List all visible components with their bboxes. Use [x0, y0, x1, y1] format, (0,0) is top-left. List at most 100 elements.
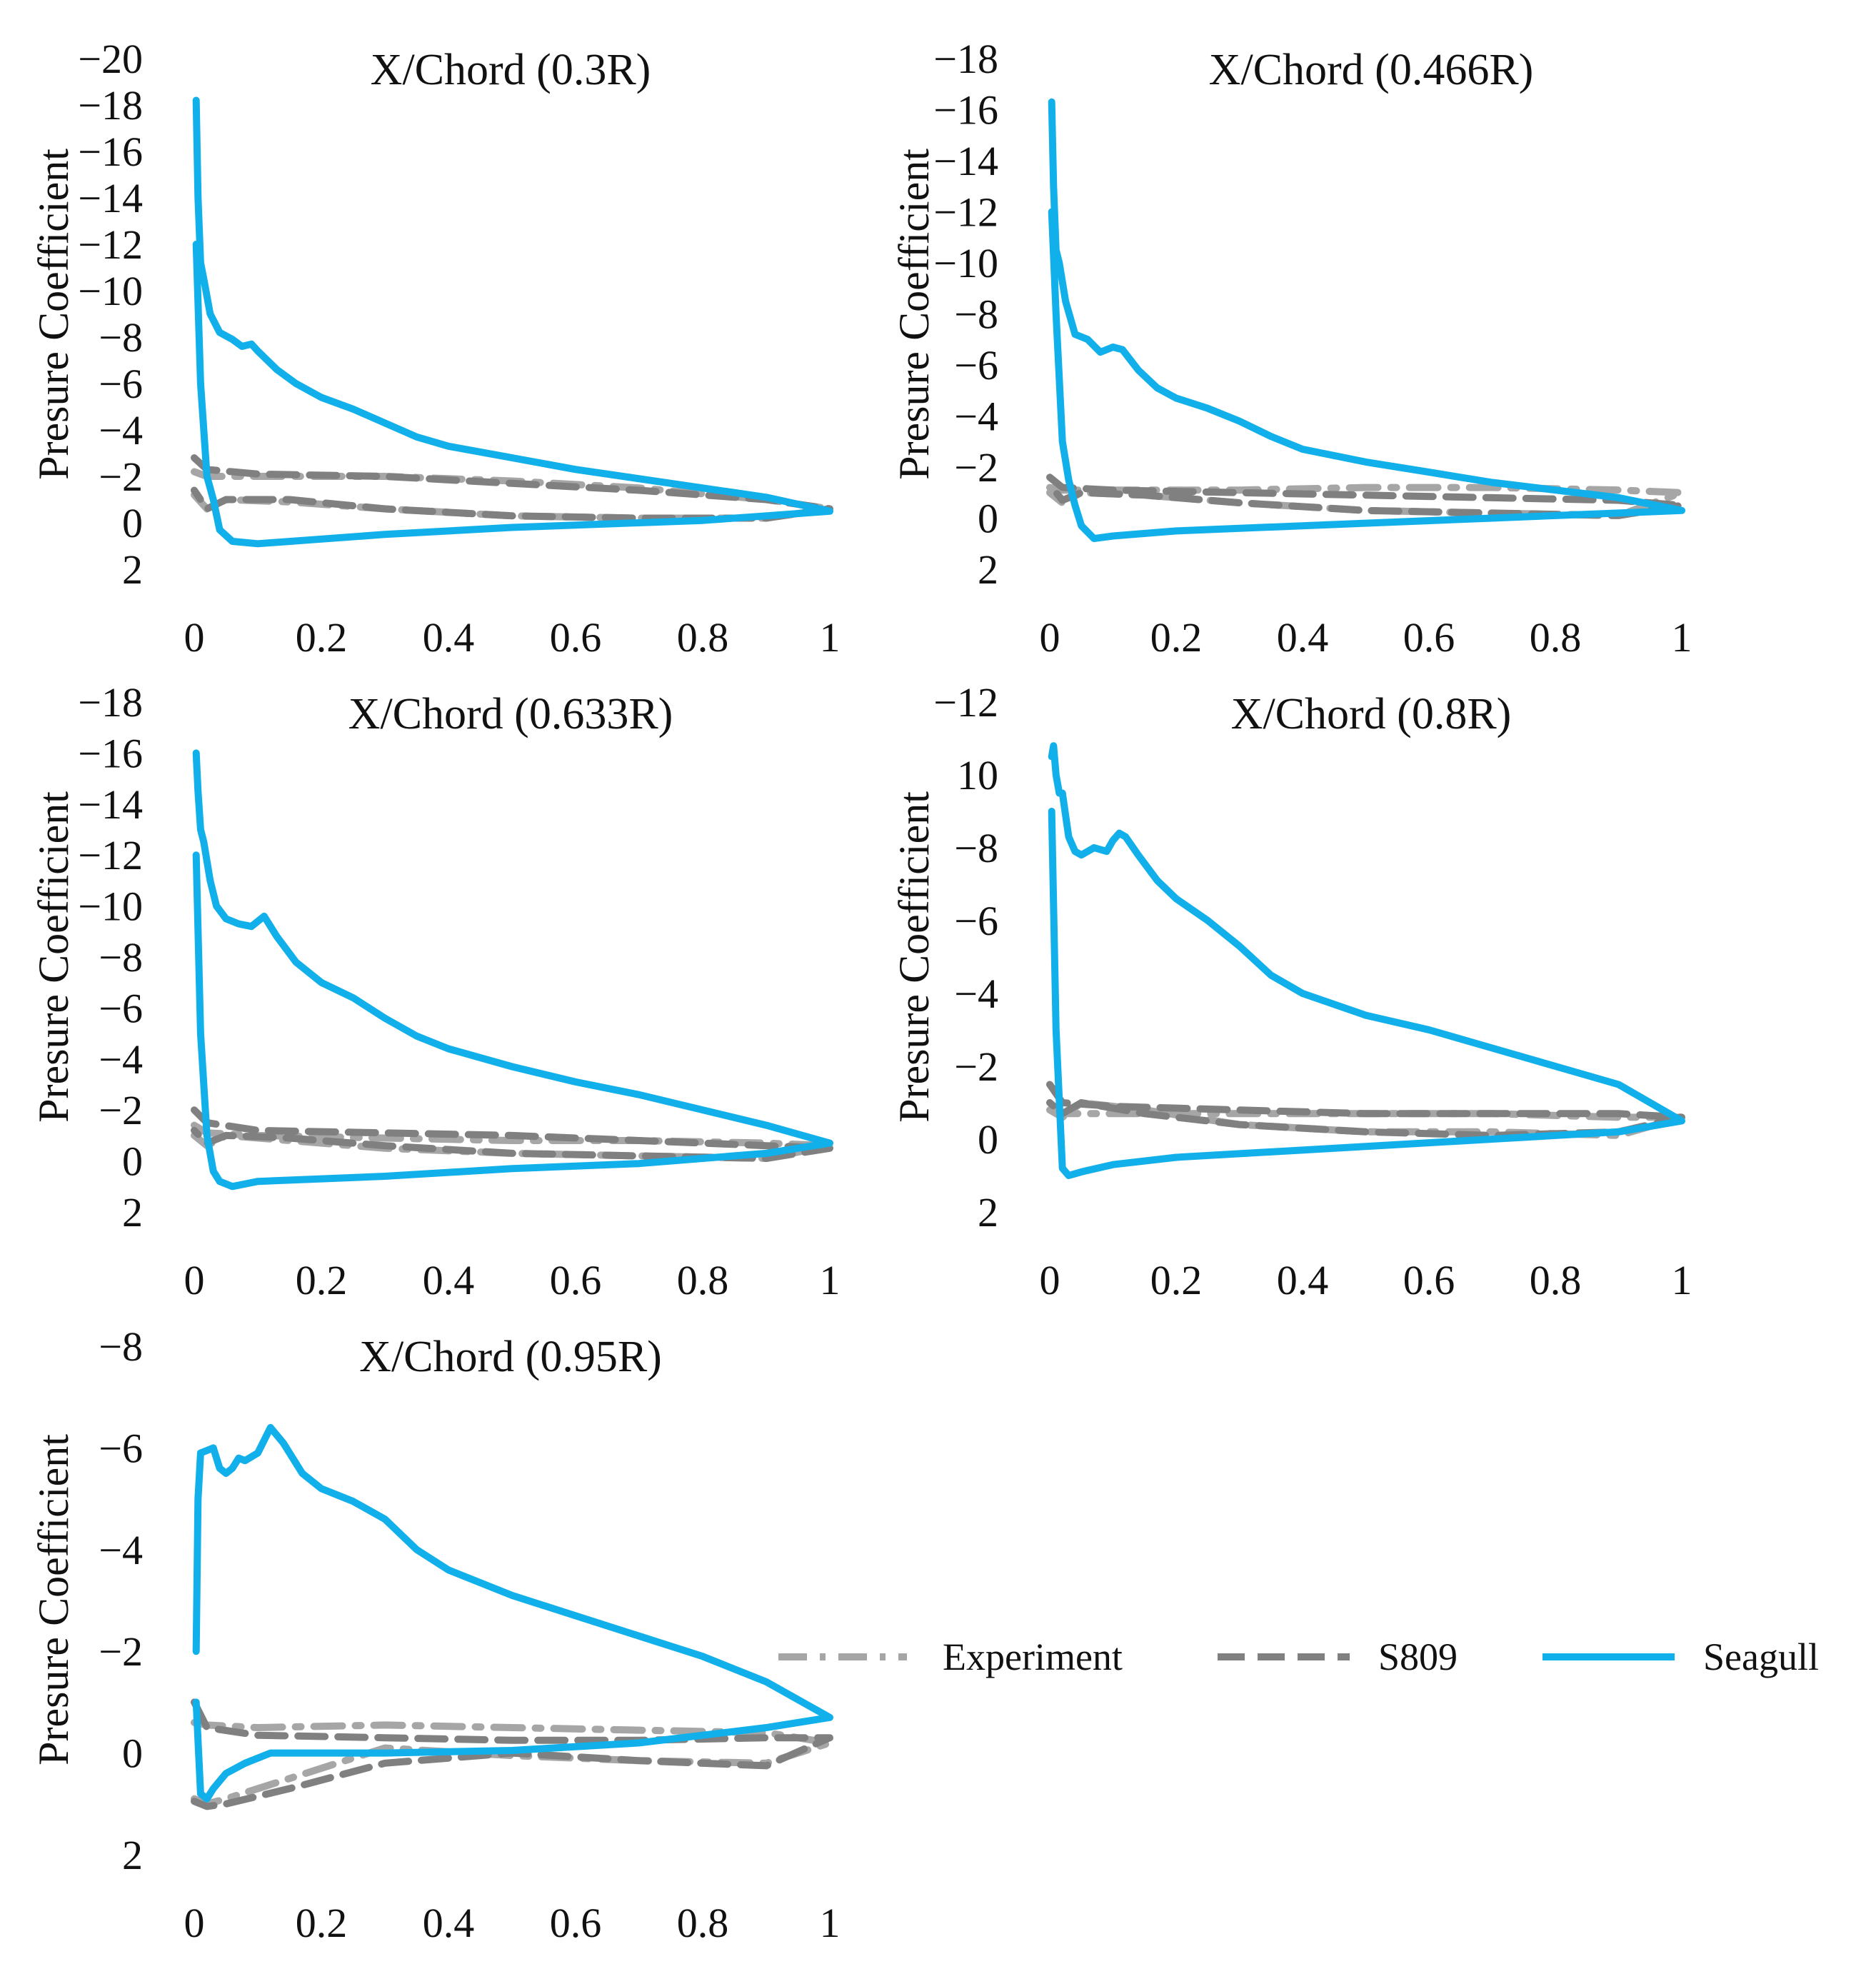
x-tick-label: 0	[1040, 614, 1060, 661]
y-tick-label: −6	[99, 1425, 143, 1471]
x-tick-label: 1	[1672, 1257, 1692, 1303]
legend-label-s809: S809	[1378, 1635, 1458, 1678]
series-line-seagull	[1048, 98, 1685, 543]
y-tick-label: −8	[99, 934, 143, 981]
x-tick-label: 1	[820, 1900, 841, 1946]
y-tick-label: −2	[99, 1087, 143, 1133]
y-tick-label: −14	[78, 175, 143, 221]
y-tick-label: −8	[99, 1323, 143, 1370]
y-tick-label: −2	[954, 444, 998, 491]
series-line-s809	[191, 1106, 833, 1162]
x-tick-label: 0.2	[296, 1257, 348, 1303]
y-tick-label: −2	[99, 454, 143, 500]
x-tick-label: 0.6	[1403, 614, 1455, 661]
subplot-1: X/Chord (0.3R)Presure Coefficient−20−18−…	[30, 36, 841, 661]
series-line-seagull	[192, 1423, 833, 1803]
x-tick-label: 1	[820, 1257, 841, 1303]
y-tick-label: −12	[78, 221, 143, 268]
y-tick-label: −6	[954, 342, 998, 389]
y-tick-label: 2	[122, 1832, 143, 1878]
y-axis-label: Presure Coefficient	[891, 149, 938, 480]
x-tick-label: 0	[184, 1257, 205, 1303]
subplot-4: X/Chord (0.8R)Presure Coefficient−1210−8…	[891, 679, 1692, 1303]
y-tick-label: 2	[122, 546, 143, 593]
y-tick-label: −8	[99, 314, 143, 361]
y-tick-label: −6	[954, 898, 998, 944]
y-axis-label: Presure Coefficient	[30, 791, 77, 1123]
y-tick-label: −12	[933, 679, 998, 726]
x-tick-label: 0.4	[1277, 1257, 1329, 1303]
legend-label-experiment: Experiment	[943, 1635, 1123, 1678]
x-tick-label: 0.4	[423, 1900, 475, 1946]
y-tick-label: −4	[99, 407, 143, 454]
y-tick-label: 0	[978, 496, 998, 542]
y-tick-label: −10	[933, 240, 998, 286]
y-tick-label: 0	[122, 1138, 143, 1185]
x-tick-label: 0.8	[677, 614, 729, 661]
x-tick-label: 0.6	[550, 614, 602, 661]
subplot-2: X/Chord (0.466R) Presure Coefficient −18 −1…	[891, 36, 1692, 661]
x-tick-label: 0.6	[550, 1900, 602, 1946]
y-tick-label: 0	[122, 500, 143, 546]
x-tick-label: 0	[184, 614, 205, 661]
y-axis-label: Presure Coefficient	[30, 1434, 77, 1765]
x-tick-label: 0.8	[1530, 614, 1582, 661]
y-tick-label: −16	[78, 129, 143, 175]
y-tick-label: −12	[933, 189, 998, 236]
y-tick-label: −10	[78, 883, 143, 930]
x-tick-label: 0.2	[1150, 1257, 1203, 1303]
y-tick-label: −6	[99, 985, 143, 1031]
series-line-seagull	[1048, 742, 1685, 1179]
x-tick-label: 0	[1040, 1257, 1060, 1303]
series-line-s809	[191, 1698, 833, 1810]
x-tick-label: 0.8	[1530, 1257, 1582, 1303]
y-tick-label: 10	[957, 752, 998, 798]
legend: Experiment S809 Seagull	[778, 1635, 1819, 1678]
chart-title: X/Chord (0.3R)	[371, 46, 651, 94]
x-tick-label: 0.6	[550, 1257, 602, 1303]
y-tick-label: −6	[99, 361, 143, 407]
y-tick-label: −16	[933, 87, 998, 134]
y-tick-label: −14	[78, 781, 143, 828]
chart-title: X/Chord (0.8R)	[1231, 690, 1512, 738]
y-tick-label: −8	[954, 291, 998, 338]
legend-label-seagull: Seagull	[1703, 1635, 1819, 1678]
x-tick-label: 1	[1672, 614, 1692, 661]
x-tick-label: 0.6	[1403, 1257, 1455, 1303]
series-line-s809	[1046, 1081, 1685, 1139]
y-axis-label: Presure Coefficient	[30, 149, 77, 480]
x-tick-label: 0.4	[423, 614, 475, 661]
y-tick-label: −18	[78, 82, 143, 129]
y-tick-label: −12	[78, 832, 143, 878]
series-line-seagull	[192, 96, 833, 548]
chart-title: X/Chord (0.466R)	[1209, 46, 1534, 94]
x-tick-label: 0.4	[1277, 614, 1329, 661]
x-tick-label: 0	[184, 1900, 205, 1946]
x-tick-label: 0.8	[677, 1900, 729, 1946]
y-tick-label: −4	[954, 971, 998, 1017]
chart-title: X/Chord (0.95R)	[359, 1333, 662, 1381]
y-tick-label: −8	[954, 825, 998, 871]
y-tick-label: −16	[78, 730, 143, 776]
y-tick-label: −4	[954, 394, 998, 440]
x-tick-label: 0.8	[677, 1257, 729, 1303]
y-tick-label: −14	[933, 138, 998, 184]
y-tick-label: −20	[78, 36, 143, 82]
subplot-3: X/Chord (0.633R)Presure Coefficient−18−1…	[30, 679, 841, 1303]
series-line-seagull	[192, 749, 833, 1191]
x-tick-label: 0.2	[296, 1900, 348, 1946]
y-tick-label: −4	[99, 1036, 143, 1083]
x-tick-label: 0.2	[296, 614, 348, 661]
y-tick-label: 2	[978, 1189, 998, 1236]
y-tick-label: −2	[99, 1628, 143, 1675]
y-tick-label: 0	[122, 1730, 143, 1777]
y-tick-label: 2	[978, 546, 998, 593]
y-tick-label: −10	[78, 268, 143, 314]
subplot-5: X/Chord (0.95R) Presure Coefficient −8 −6 −4…	[30, 1323, 841, 1946]
x-tick-label: 0.4	[423, 1257, 475, 1303]
x-tick-label: 1	[820, 614, 841, 661]
y-axis-label: Presure Coefficient	[891, 791, 938, 1123]
y-tick-label: −4	[99, 1527, 143, 1573]
y-tick-label: −18	[933, 36, 998, 82]
